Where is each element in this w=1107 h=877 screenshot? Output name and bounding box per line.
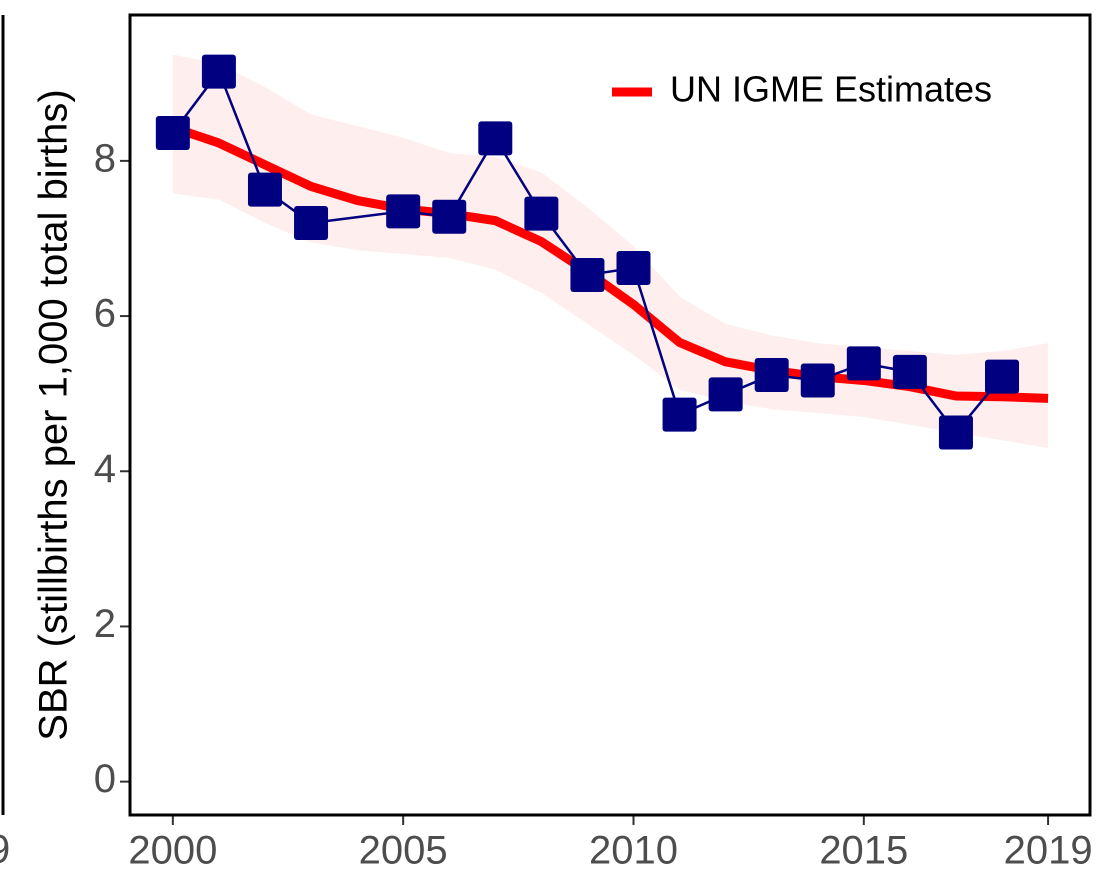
data-point: [754, 358, 789, 393]
data-point: [432, 199, 467, 234]
data-point: [478, 121, 513, 156]
data-point: [662, 397, 697, 432]
data-point: [892, 354, 927, 389]
data-point: [846, 346, 881, 381]
data-point: [524, 196, 559, 231]
data-point: [386, 194, 421, 229]
data-point: [201, 54, 236, 89]
y-tick-label: 0: [94, 757, 116, 801]
y-tick-label: 6: [94, 292, 116, 336]
x-tick-label: 2005: [359, 829, 448, 873]
y-tick-label: 4: [94, 447, 116, 491]
plot-border: [128, 13, 1092, 817]
confidence-band: [172, 54, 1049, 448]
data-point: [985, 359, 1020, 394]
x-tick-label: 2015: [819, 829, 908, 873]
x-tick-label: 2000: [128, 829, 217, 873]
data-point: [247, 172, 282, 207]
y-tick-label: 8: [94, 136, 116, 180]
data-point: [294, 205, 329, 240]
data-point: [155, 115, 190, 150]
y-tick-label: 2: [94, 602, 116, 646]
data-point: [616, 250, 651, 285]
data-point: [938, 415, 973, 450]
x-tick-label: 2010: [589, 829, 678, 873]
y-axis-label: SBR (stillbirths per 1,000 total births): [32, 89, 76, 740]
neighbor-tick-label: 9: [0, 828, 10, 872]
data-point: [570, 257, 605, 292]
legend-label: UN IGME Estimates: [670, 69, 992, 110]
x-tick-label: 2019: [1004, 829, 1093, 873]
data-point: [708, 377, 743, 412]
data-point: [800, 363, 835, 398]
